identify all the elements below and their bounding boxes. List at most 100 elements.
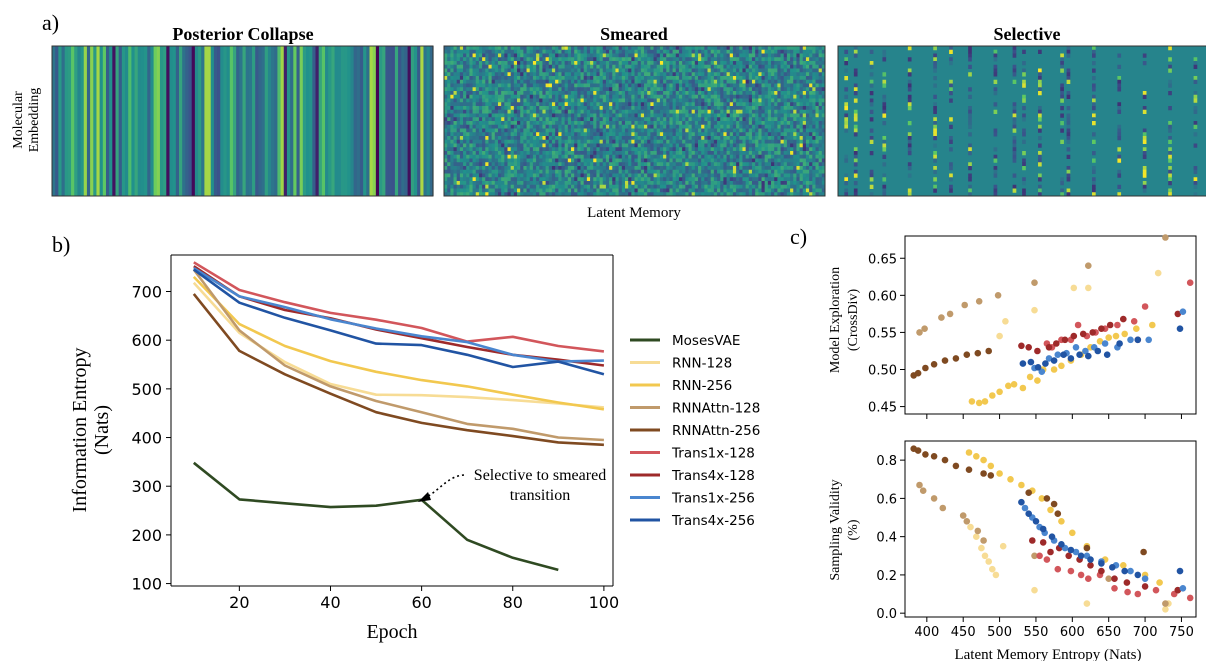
heatmap-cell — [669, 173, 674, 178]
heatmap-cell — [809, 177, 813, 182]
heatmap-cell — [456, 181, 461, 186]
heatmap-cell — [755, 79, 759, 84]
heatmap-cell — [529, 181, 534, 186]
heatmap-cell — [520, 173, 524, 178]
heatmap-cell — [729, 151, 734, 156]
heatmap-cell — [774, 83, 778, 88]
heatmap-cell — [618, 181, 623, 186]
heatmap-cell — [571, 162, 575, 167]
heatmap-cell — [545, 113, 550, 118]
heatmap-cell — [663, 132, 667, 137]
heatmap-cell — [736, 192, 740, 197]
heatmap-cell — [786, 169, 791, 174]
heatmap-cell — [574, 98, 578, 103]
heatmap-cell — [796, 154, 801, 159]
heatmap-cell — [672, 151, 677, 156]
heatmap-cell — [663, 87, 667, 92]
heatmap-cell — [463, 83, 467, 88]
heatmap-stripe — [245, 46, 250, 196]
heatmap-cell — [574, 147, 578, 152]
heatmap-cell — [466, 192, 470, 197]
heatmap-cell — [491, 117, 496, 122]
heatmap-cell — [463, 184, 467, 189]
heatmap-cell — [704, 166, 709, 171]
heatmap-cell — [513, 83, 518, 88]
heatmap-cell — [501, 181, 505, 186]
heatmap-cell — [650, 173, 655, 178]
heatmap-cell — [501, 132, 505, 137]
heatmap-cell — [666, 177, 670, 182]
heatmap-cell — [669, 109, 674, 114]
heatmap-cell — [685, 181, 689, 186]
heatmap-cell — [786, 64, 791, 69]
heatmap-cell — [504, 68, 508, 73]
heatmap-cell — [561, 109, 566, 114]
heatmap-cell — [602, 94, 607, 99]
heatmap-cell — [628, 192, 632, 197]
heatmap-cell — [561, 132, 566, 137]
heatmap-cell — [802, 53, 807, 58]
heatmap-cell — [517, 169, 521, 174]
heatmap-cell — [650, 169, 655, 174]
heatmap-cell — [551, 76, 556, 81]
heatmap-cell — [494, 136, 499, 141]
heatmap-title-selective: Selective — [994, 24, 1061, 44]
heatmap-cell — [745, 53, 750, 58]
heatmap-cell — [472, 132, 477, 137]
heatmap-stripe — [328, 46, 332, 196]
heatmap-cell — [551, 46, 556, 51]
heatmap-cell — [491, 139, 496, 144]
heatmap-cell — [602, 83, 607, 88]
heatmap-cell — [666, 117, 670, 122]
heatmap-cell — [650, 64, 655, 69]
heatmap-cell — [780, 49, 785, 54]
heatmap-cell — [666, 124, 670, 129]
heatmap-cell — [663, 61, 667, 66]
heatmap-cell — [713, 158, 718, 163]
heatmap-cell — [542, 169, 547, 174]
heatmap-cell — [758, 169, 762, 174]
heatmap-cell — [790, 46, 794, 51]
heatmap-cell — [707, 79, 712, 84]
heatmap-cell — [615, 91, 620, 96]
heatmap-cell — [609, 128, 613, 133]
heatmap-cell — [751, 173, 756, 178]
heatmap-cell — [780, 94, 785, 99]
heatmap-cell — [678, 117, 683, 122]
heatmap-cell — [624, 102, 629, 107]
heatmap-cell — [586, 113, 591, 118]
heatmap-cell — [678, 68, 683, 73]
heatmap-cell — [650, 91, 655, 96]
heatmap-cell — [790, 173, 794, 178]
heatmap-cell — [805, 91, 810, 96]
heatmap-cell — [536, 57, 540, 62]
heatmap-cell — [818, 166, 823, 171]
heatmap-cell — [615, 102, 620, 107]
heatmap-cell — [815, 162, 820, 167]
heatmap-cell — [821, 49, 826, 54]
heatmap-cell — [647, 154, 651, 159]
heatmap-cell — [767, 136, 772, 141]
heatmap-cell — [707, 46, 712, 51]
heatmap-cell — [821, 177, 826, 182]
heatmap-cell — [555, 46, 559, 51]
heatmap-cell — [713, 188, 718, 193]
heatmap-cell — [618, 154, 623, 159]
heatmap-cell — [609, 147, 613, 152]
heatmap-cell — [736, 94, 740, 99]
heatmap-cell — [656, 177, 661, 182]
heatmap-cell — [491, 102, 496, 107]
heatmap-cell — [501, 98, 505, 103]
heatmap-cell — [482, 177, 486, 182]
heatmap-cell — [729, 181, 734, 186]
heatmap-cell — [640, 143, 645, 148]
heatmap-cell — [650, 128, 655, 133]
heatmap-cell — [713, 76, 718, 81]
heatmap-cell — [447, 173, 451, 178]
heatmap-cell — [564, 143, 569, 148]
heatmap-cell — [491, 136, 496, 141]
heatmap-cell — [561, 64, 566, 69]
heatmap-cell — [802, 154, 807, 159]
heatmap-cell — [764, 83, 769, 88]
heatmap-cell — [764, 158, 769, 163]
